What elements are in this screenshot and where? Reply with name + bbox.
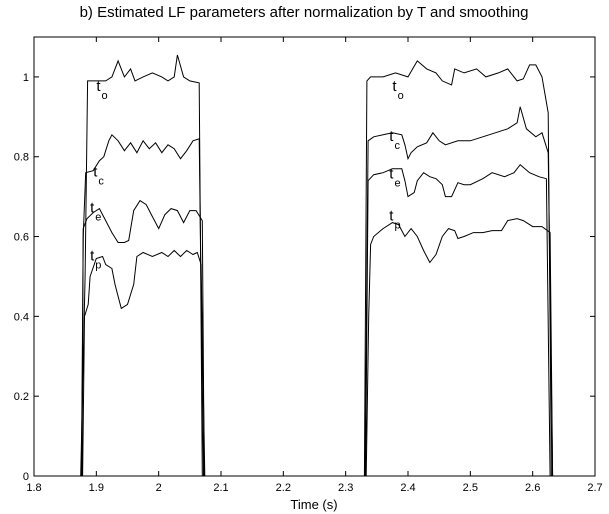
y-tick-label: 0.2 [14, 391, 29, 403]
x-tick-label: 2.4 [400, 482, 415, 494]
series-annotation: to [96, 78, 107, 102]
series-annotation: tp [90, 247, 101, 271]
plot-area-frame [33, 36, 596, 477]
series-line-2 [81, 163, 551, 477]
x-tick-label: 2.1 [213, 482, 228, 494]
series-annotation: to [392, 78, 403, 102]
series-annotations: to to tc tc te te tp tp [90, 78, 404, 272]
x-tick-label: 2.6 [525, 482, 540, 494]
x-tick-label: 2.2 [276, 482, 291, 494]
y-tick-label: 0.6 [14, 232, 29, 244]
x-tick-label: 2 [156, 482, 162, 494]
y-tick-label: 0.8 [14, 152, 29, 164]
axis-ticks: 1.8 1.9 2 2.1 2.2 2.3 2.4 2.5 2.6 2.7 0 0.2 0.4 0.6 0.… [14, 37, 603, 494]
y-tick-label: 0 [23, 471, 29, 483]
series-layer [80, 54, 554, 477]
y-tick-label: 1 [23, 72, 29, 84]
y-tick-label: 0.4 [14, 311, 29, 323]
x-tick-label: 1.8 [26, 482, 41, 494]
series-annotation: tc [93, 164, 104, 188]
x-tick-label: 2.3 [338, 482, 353, 494]
series-annotation: te [90, 200, 101, 224]
series-line-3 [82, 218, 554, 477]
series-line-0 [80, 54, 552, 477]
x-tick-label: 2.5 [463, 482, 478, 494]
x-axis-label: Time (s) [290, 497, 337, 512]
series-annotation: tp [389, 208, 400, 232]
chart-title: b) Estimated LF parameters after normali… [80, 4, 529, 21]
series-line-1 [80, 106, 554, 477]
series-annotation: te [389, 166, 400, 190]
x-tick-label: 2.7 [587, 482, 602, 494]
x-tick-label: 1.9 [89, 482, 104, 494]
series-annotation: tc [389, 128, 400, 152]
